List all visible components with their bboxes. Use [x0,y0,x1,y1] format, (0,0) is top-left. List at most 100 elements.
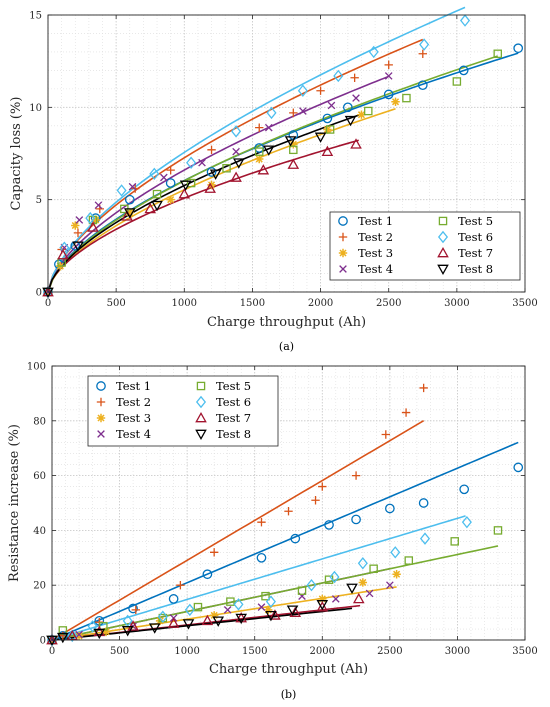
data-point [418,498,429,508]
legend-label: Test 1 [116,379,151,393]
data-point [207,145,216,155]
x-tick-label: 2000 [310,646,335,657]
y-tick-label: 100 [27,362,46,373]
data-point [311,496,320,505]
data-point [73,228,83,238]
data-point [72,241,84,252]
x-tick-label: 1500 [242,646,267,657]
x-tick-label: 3500 [512,646,537,657]
legend-item-test-3: Test 3 [96,411,151,425]
data-point [257,164,270,175]
x-tick-label: 3000 [445,646,470,657]
legend-box [329,211,521,281]
data-point [233,598,244,611]
data-point [209,548,219,557]
data-point [257,603,266,611]
x-axis-label: Charge throughput (Ah) [207,315,366,330]
data-point [178,188,191,199]
data-point [125,208,134,217]
x-tick-label: 0 [49,646,55,657]
data-point [459,14,471,27]
legend-label: Test 2 [116,395,151,409]
data-point [318,594,327,604]
data-point [209,611,219,620]
data-point [257,517,266,527]
data-point [352,592,365,604]
legend-item-test-1: Test 1 [338,214,393,228]
data-point [299,107,307,115]
x-tick-label: 2500 [377,646,402,657]
data-point [57,249,69,260]
y-axis-label: Capacity loss (%) [9,97,24,211]
legend-label: Test 2 [358,230,393,244]
data-point [186,156,197,169]
data-point [123,208,136,219]
panel-caption: (b) [281,688,297,701]
data-point [128,603,138,614]
data-point [327,101,336,110]
data-point [391,97,400,106]
data-point [101,627,111,636]
legend-marker [339,265,347,273]
data-point [350,73,359,82]
legend-marker [338,248,348,258]
data-point [149,167,160,181]
plot-frame [47,14,526,293]
x-tick-label: 2500 [376,298,401,309]
fit-line [47,107,396,293]
y-tick-label: 15 [29,11,42,22]
data-point [357,557,368,570]
data-point [91,215,100,225]
data-point [316,600,329,611]
x-tick-label: 3500 [512,298,537,309]
data-point [450,537,459,546]
data-point [384,60,393,70]
legend-marker [195,395,207,409]
data-point [297,586,307,595]
data-point [206,167,217,177]
data-point [201,614,214,626]
data-point [122,614,133,628]
data-point [71,221,80,230]
data-point [212,616,225,627]
data-point [148,623,161,634]
data-point [297,84,308,97]
x-tick-label: 1000 [174,646,199,657]
data-point [321,145,334,157]
data-point [452,77,462,86]
y-tick-label: 10 [29,103,42,114]
legend-marker [437,246,449,258]
legend-marker [96,413,106,423]
data-point [266,106,277,120]
data-point [513,43,524,54]
fit-line [47,6,466,293]
data-point [350,138,362,149]
legend-marker [438,216,448,226]
data-point [157,610,168,623]
data-point [322,113,333,124]
data-point [226,597,235,606]
fit-line [47,75,390,293]
data-point [262,145,275,156]
data-point [392,570,401,579]
data-point [352,94,360,102]
data-point [255,154,264,164]
data-point [207,180,216,190]
data-point [344,115,357,127]
data-point [116,184,127,197]
data-point [458,65,469,76]
data-point [204,182,216,193]
data-point [232,158,245,169]
data-point [121,626,134,637]
data-point [329,570,340,584]
x-tick-label: 500 [107,298,126,309]
legend: Test 1 Test 2 Test 3 Test 4 Test 5 Test 6 Test… [329,211,521,281]
data-point [346,583,358,594]
data-point [401,408,411,417]
legend-marker [338,216,348,226]
data-point [287,158,300,169]
fit-lines [47,6,519,293]
legend-item-test-5: Test 5 [196,379,251,393]
legend-item-test-8: Test 8 [437,262,493,276]
